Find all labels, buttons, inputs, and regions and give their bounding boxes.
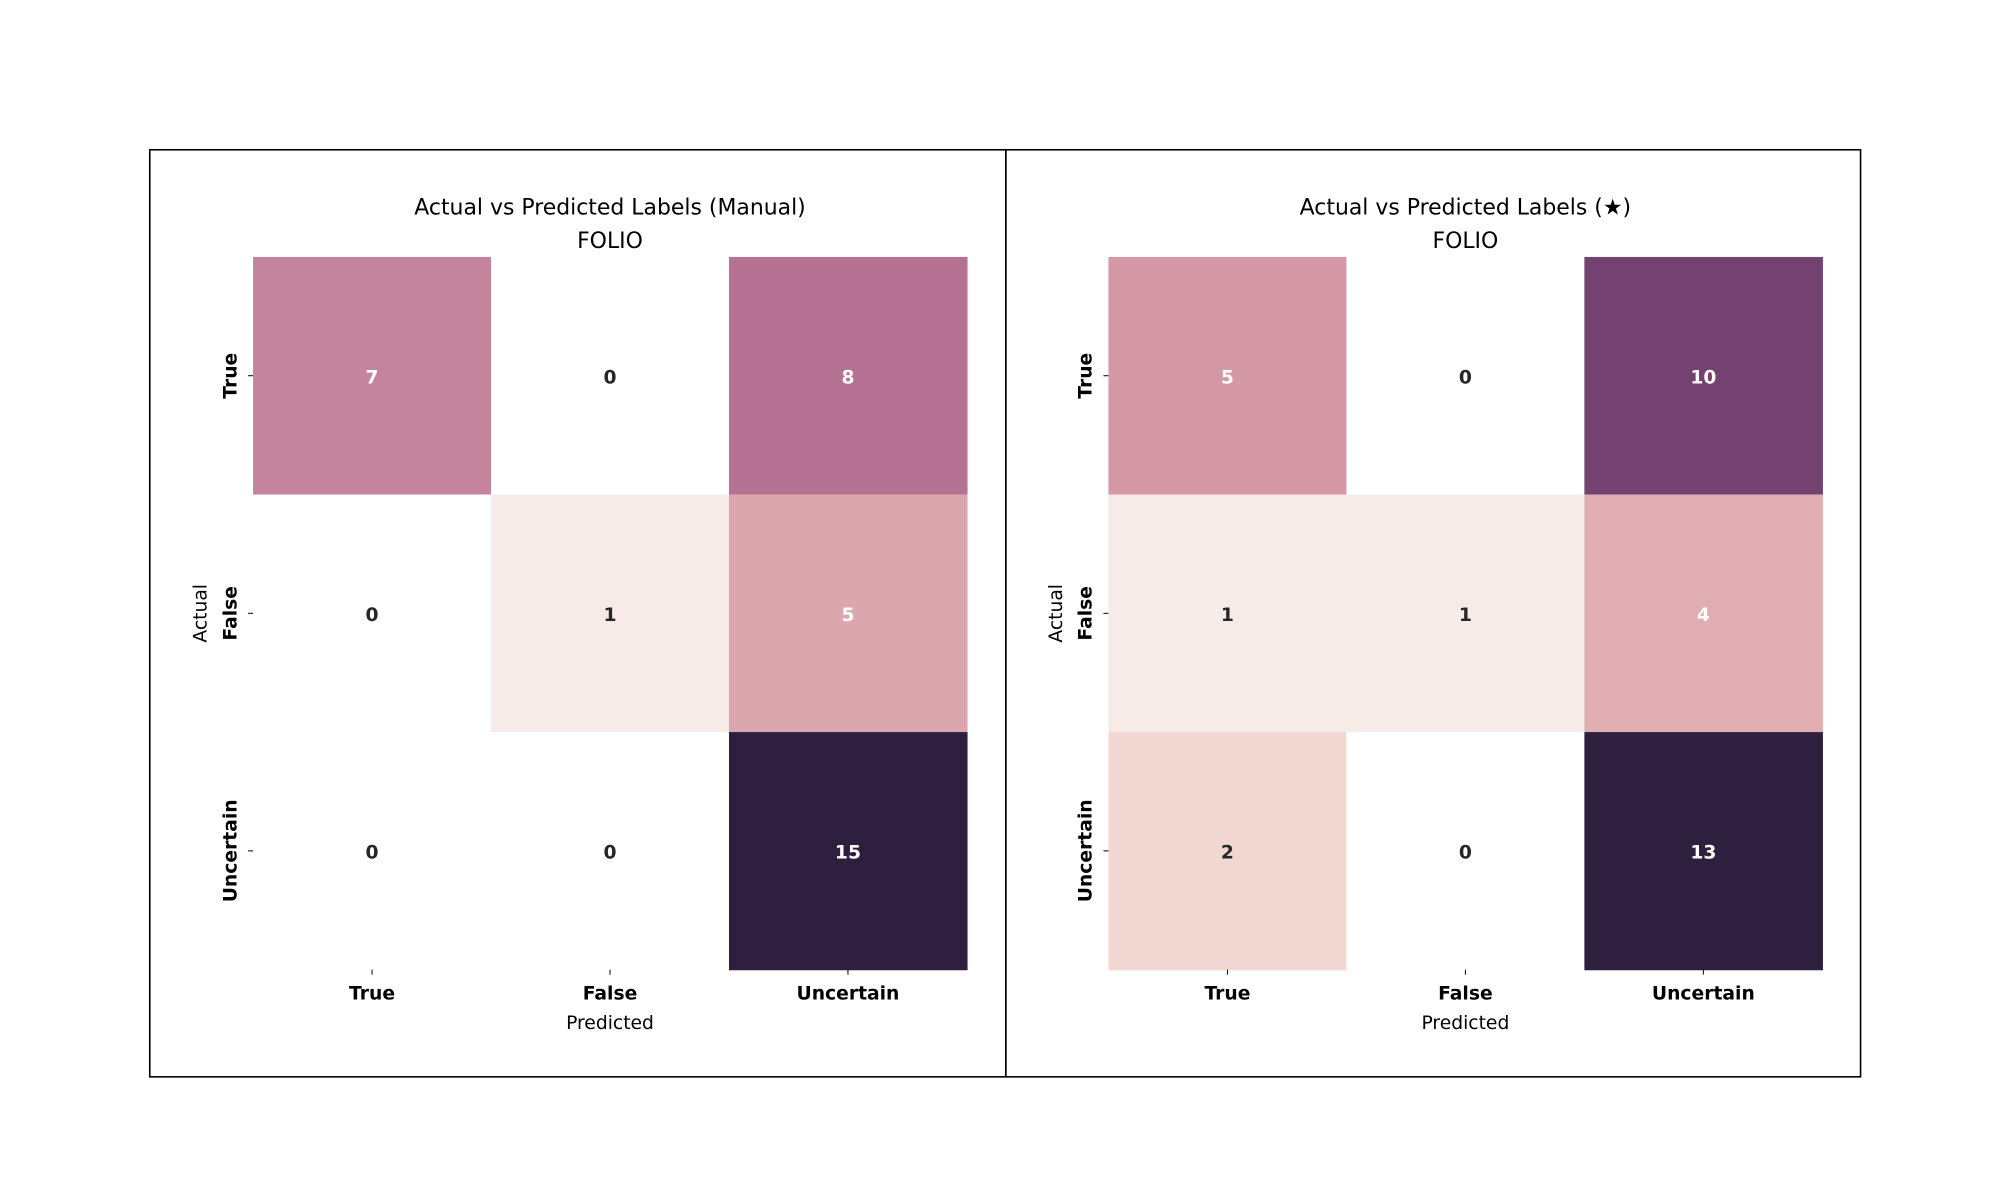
x-tick-label: Uncertain xyxy=(797,983,900,1004)
heatmap-cell xyxy=(491,732,730,971)
heatmap-cell xyxy=(253,732,492,971)
cell-value-label: 7 xyxy=(366,367,379,388)
cell-value-label: 10 xyxy=(1690,367,1716,388)
heatmap-cell xyxy=(1584,732,1823,971)
y-tick-label: False xyxy=(220,586,241,641)
cell-value-label: 1 xyxy=(1459,605,1472,626)
heatmap-cell xyxy=(1346,494,1585,733)
heatmap-cell xyxy=(1108,256,1348,496)
x-tick-label: False xyxy=(583,983,638,1004)
y-tick-label: Uncertain xyxy=(220,799,241,902)
x-tick-label: True xyxy=(1204,983,1250,1004)
heatmap-cell xyxy=(1346,256,1585,496)
y-tick-label: Uncertain xyxy=(1076,799,1097,902)
cell-value-label: 0 xyxy=(366,605,379,626)
cell-value-label: 5 xyxy=(841,605,854,626)
heatmap-cell xyxy=(1108,732,1348,971)
heatmap-cell xyxy=(1346,732,1585,971)
cell-value-label: 13 xyxy=(1690,843,1716,864)
heatmap-cell xyxy=(728,494,968,733)
heatmap-cell xyxy=(728,256,968,496)
cell-value-label: 5 xyxy=(1221,367,1234,388)
heatmap-cell xyxy=(491,494,730,733)
x-axis-label: Predicted xyxy=(566,1013,654,1034)
panel-border xyxy=(1005,148,1862,1078)
heatmap-cell xyxy=(1108,494,1348,733)
y-axis-label: Actual xyxy=(1046,584,1067,643)
cell-value-label: 0 xyxy=(366,843,379,864)
y-tick-label: False xyxy=(1076,586,1097,641)
heatmap-cell xyxy=(491,256,730,496)
cell-value-label: 4 xyxy=(1697,605,1710,626)
cell-value-label: 2 xyxy=(1221,843,1234,864)
chart-subtitle: FOLIO xyxy=(1432,229,1498,254)
y-tick-label: True xyxy=(1076,353,1097,399)
heatmap-cell xyxy=(1584,494,1823,733)
cell-value-label: 0 xyxy=(603,367,616,388)
heatmap-cell xyxy=(253,494,492,733)
x-tick-label: False xyxy=(1438,983,1493,1004)
confusion-matrix-panel-1: Actual vs Predicted Labels (Manual) FOLIO… xyxy=(148,148,1007,1078)
cell-value-label: 0 xyxy=(603,843,616,864)
cell-value-label: 0 xyxy=(1459,843,1472,864)
heatmap-cell xyxy=(253,256,492,496)
cell-value-label: 1 xyxy=(1221,605,1234,626)
x-axis-label: Predicted xyxy=(1421,1013,1509,1034)
y-axis-label: Actual xyxy=(191,584,212,643)
cell-value-label: 15 xyxy=(835,843,861,864)
chart-title: Actual vs Predicted Labels (Manual) xyxy=(414,195,805,220)
chart-title: Actual vs Predicted Labels (★) xyxy=(1300,195,1631,220)
x-tick-label: Uncertain xyxy=(1652,983,1755,1004)
cell-value-label: 0 xyxy=(1459,367,1472,388)
y-tick-label: True xyxy=(220,353,241,399)
heatmap-cell xyxy=(1584,256,1823,496)
chart-subtitle: FOLIO xyxy=(577,229,643,254)
x-tick-label: True xyxy=(349,983,395,1004)
cell-value-label: 8 xyxy=(841,367,854,388)
heatmap-cell xyxy=(728,732,968,971)
cell-value-label: 1 xyxy=(603,605,616,626)
